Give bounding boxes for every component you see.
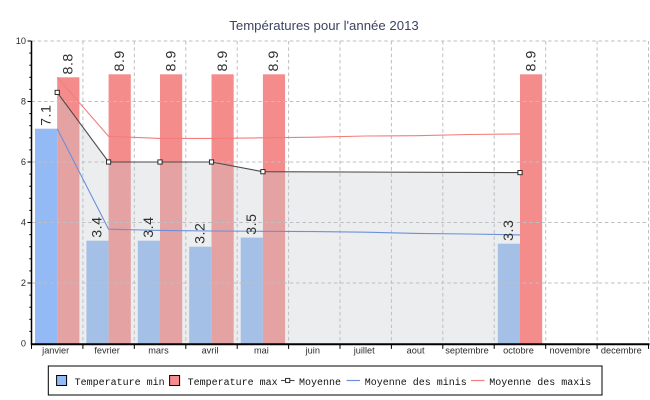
svg-text:janvier: janvier	[41, 346, 69, 356]
svg-text:Températures pour l'année 2013: Températures pour l'année 2013	[229, 18, 418, 33]
svg-text:3.2: 3.2	[193, 223, 209, 244]
svg-text:8.9: 8.9	[112, 50, 128, 71]
svg-text:0: 0	[21, 339, 26, 349]
svg-text:mars: mars	[148, 346, 169, 356]
svg-text:Moyenne des maxis: Moyenne des maxis	[489, 377, 591, 389]
svg-text:8: 8	[21, 97, 26, 107]
svg-text:3.4: 3.4	[141, 216, 157, 237]
svg-text:3.5: 3.5	[244, 213, 260, 234]
svg-text:Temperature max: Temperature max	[188, 378, 278, 389]
svg-text:decembre: decembre	[601, 346, 642, 356]
svg-text:Moyenne des minis: Moyenne des minis	[365, 377, 467, 389]
svg-text:8.9: 8.9	[266, 50, 282, 71]
svg-text:4: 4	[21, 218, 26, 228]
svg-text:octobre: octobre	[503, 346, 534, 356]
svg-text:aout: aout	[407, 346, 425, 356]
svg-text:septembre: septembre	[445, 346, 488, 356]
svg-text:2: 2	[21, 278, 26, 288]
svg-text:8.9: 8.9	[215, 50, 231, 71]
svg-text:Moyenne: Moyenne	[299, 378, 341, 389]
svg-text:fevrier: fevrier	[94, 346, 120, 356]
svg-text:8.9: 8.9	[523, 50, 539, 71]
svg-text:3.3: 3.3	[501, 220, 517, 241]
svg-text:10: 10	[16, 36, 26, 46]
svg-text:novembre: novembre	[549, 346, 590, 356]
svg-text:8.8: 8.8	[61, 53, 77, 74]
svg-text:juillet: juillet	[353, 346, 375, 356]
svg-text:avril: avril	[202, 346, 219, 356]
svg-text:3.4: 3.4	[90, 216, 106, 237]
svg-text:6: 6	[21, 157, 26, 167]
svg-text:8.9: 8.9	[163, 50, 179, 71]
svg-text:juin: juin	[305, 346, 320, 356]
svg-text:Temperature min: Temperature min	[75, 377, 165, 389]
svg-text:mai: mai	[254, 346, 269, 356]
svg-text:7.1: 7.1	[38, 105, 54, 126]
